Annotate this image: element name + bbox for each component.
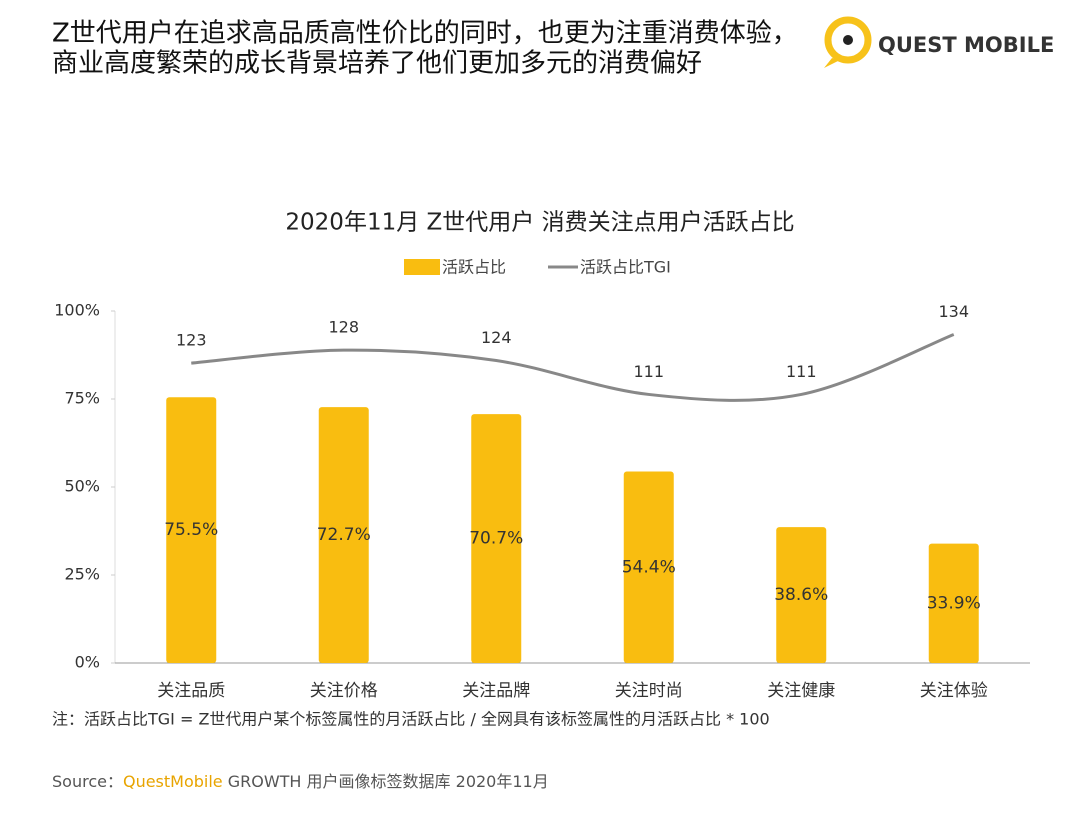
headline: 商业高度繁荣的成长背景培养了他们更加多元的消费偏好 [52,49,702,79]
x-tick-label: 关注品牌 [462,681,530,701]
line-value-label: 124 [481,328,512,347]
y-tick-label: 100% [54,301,100,320]
x-tick-label: 关注体验 [920,681,988,701]
legend-label: 活跃占比TGI [580,258,671,277]
headline: Z世代用户在追求高品质高性价比的同时，也更为注重消费体验， [52,19,798,49]
legend-label: 活跃占比 [442,258,506,277]
y-tick-label: 0% [75,653,100,672]
bar [623,471,674,663]
legend-swatch [404,259,440,275]
chart-title: 2020年11月 Z世代用户 消费关注点用户活跃占比 [285,210,794,236]
bar-value-label: 70.7% [469,529,523,549]
bar [166,397,217,663]
note: 注：活跃占比TGI = Z世代用户某个标签属性的月活跃占比 / 全网具有该标签属… [52,710,770,729]
logo-icon [824,16,872,68]
bar-value-label: 54.4% [622,557,676,577]
line-value-label: 123 [176,331,207,350]
x-tick-label: 关注价格 [310,681,378,701]
y-tick-label: 50% [64,477,100,496]
line-value-label: 128 [328,318,359,337]
source-text: GROWTH 用户画像标签数据库 2020年11月 [223,772,549,791]
bar [318,407,369,663]
x-tick-label: 关注时尚 [615,681,683,701]
y-tick-label: 75% [64,389,100,408]
y-tick-label: 25% [64,565,100,584]
line-value-label: 111 [786,362,817,381]
bar-value-label: 33.9% [927,593,981,613]
line-value-label: 111 [633,362,664,381]
logo-text: QUEST MOBILE [878,33,1054,57]
source-prefix: Source： [52,772,123,791]
source: Source：QuestMobile GROWTH 用户画像标签数据库 2020… [52,772,549,791]
bar-value-label: 38.6% [774,585,828,605]
x-tick-label: 关注品质 [157,681,225,701]
x-tick-label: 关注健康 [767,681,835,701]
line-value-label: 134 [938,302,969,321]
tgi-line [191,333,955,402]
bar-value-label: 72.7% [317,525,371,545]
source-brand: QuestMobile [123,772,223,791]
bar [776,527,827,663]
bar-value-label: 75.5% [164,520,218,540]
bar [928,543,979,663]
bar [471,414,522,663]
